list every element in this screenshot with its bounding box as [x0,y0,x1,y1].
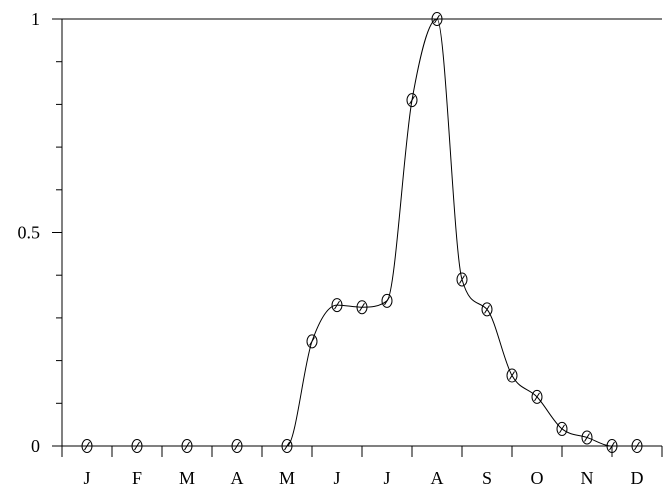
data-point [506,368,518,383]
point-slash [384,296,390,306]
point-circle [181,439,193,453]
point-circle [131,439,143,453]
x-tick-label: J [83,468,90,488]
point-circle [581,430,593,445]
point-slash [284,441,290,451]
data-point [331,298,343,313]
data-point [431,12,443,26]
x-tick-label: S [482,468,492,488]
data-point [181,439,193,453]
x-tick-label: M [179,468,195,488]
data-point [356,300,368,315]
point-slash [334,300,340,310]
x-tick-label: M [279,468,295,488]
x-tick-label: A [231,468,244,488]
point-circle [606,439,618,453]
point-circle [406,93,418,108]
data-point [306,334,318,349]
series-line [86,18,637,447]
data-point [281,439,293,453]
point-slash [484,305,490,314]
point-slash [584,433,590,442]
axes [61,18,662,447]
point-slash [609,441,615,451]
point-slash [359,302,365,312]
point-slash [309,337,315,346]
point-slash [434,14,440,24]
point-circle [381,293,393,308]
data-point [456,272,468,287]
y-tick-label: 0 [31,436,40,456]
data-point [631,439,643,453]
data-point [556,421,568,436]
point-slash [134,441,140,451]
data-point [231,439,243,453]
x-tick-label: F [132,468,142,488]
point-circle [81,439,93,453]
point-circle [331,298,343,313]
x-tick-label: O [531,468,544,488]
point-slash [84,441,90,451]
point-circle [506,368,518,383]
data-point [581,430,593,445]
point-slash [634,441,640,451]
data-point [381,293,393,308]
x-tick-label: J [333,468,340,488]
data-point [81,439,93,453]
data-point [481,302,493,317]
point-circle [231,439,243,453]
point-circle [556,421,568,436]
point-circle [456,272,468,287]
data-point [531,389,543,404]
point-slash [184,441,190,451]
point-slash [534,392,540,402]
data-point [131,439,143,453]
point-slash [459,275,465,284]
point-slash [234,441,240,451]
x-tick-label: N [581,468,594,488]
point-circle [306,334,318,349]
point-circle [481,302,493,317]
point-circle [356,300,368,315]
x-tick-label: J [383,468,390,488]
tick-labels: 0 0.5 1 J F M A M J J A S O N D [18,9,644,488]
y-tick-label: 1 [31,9,40,29]
point-circle [281,439,293,453]
point-circle [531,389,543,404]
point-slash [409,95,415,105]
y-tick-label: 0.5 [18,223,41,243]
point-slash [559,424,565,434]
x-tick-label: A [431,468,444,488]
data-point [406,93,418,108]
ticks [52,18,663,457]
data-point [606,439,618,453]
x-tick-label: D [631,468,644,488]
point-circle [631,439,643,453]
markers [81,12,643,453]
point-circle [431,12,443,26]
point-slash [509,371,515,380]
